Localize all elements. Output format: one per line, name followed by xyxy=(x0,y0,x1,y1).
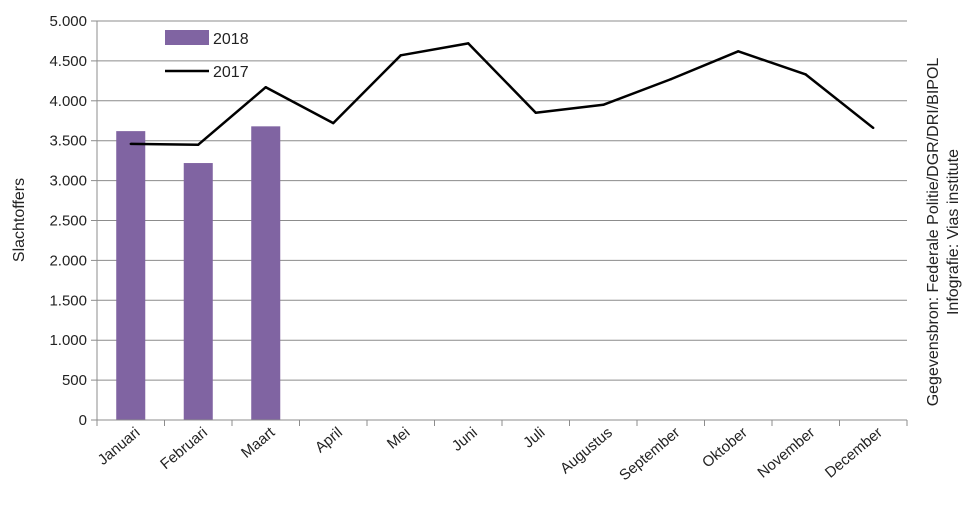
y-tick-label: 0 xyxy=(79,412,87,429)
line-point-september xyxy=(669,78,672,81)
y-tick-label: 4.000 xyxy=(49,93,87,110)
line-point-februari xyxy=(197,143,200,146)
y-tick-label: 500 xyxy=(62,372,87,389)
line-point-juli xyxy=(534,111,537,114)
legend-label-2018: 2018 xyxy=(213,31,249,48)
x-tick-label: Januari xyxy=(95,424,144,469)
legend: 2018 2017 xyxy=(165,30,249,81)
line-point-oktober xyxy=(737,50,740,53)
line-2017 xyxy=(130,42,875,146)
y-tick-label: 3.500 xyxy=(49,133,87,150)
line-point-januari xyxy=(129,142,132,146)
y-tick-label: 3.000 xyxy=(49,173,87,190)
x-tick-label: April xyxy=(312,424,346,456)
y-tick-label: 1.000 xyxy=(49,332,87,349)
x-tick-label: Oktober xyxy=(699,424,751,471)
bar-maart xyxy=(251,126,281,420)
x-tick-label: Juli xyxy=(520,424,548,451)
axes xyxy=(96,21,908,426)
x-tick-label: December xyxy=(822,424,886,482)
bar-januari xyxy=(116,131,146,420)
line-point-december xyxy=(872,126,875,130)
y-tick-label: 1.500 xyxy=(49,292,87,309)
x-tick-label: Mei xyxy=(384,424,413,453)
line-series-2017 xyxy=(129,42,875,146)
x-tick-labels: Januari Februari Maart April Mei Juni Juli Augu… xyxy=(95,424,886,485)
bar-series-2018 xyxy=(116,126,281,420)
x-tick-label: Maart xyxy=(238,424,279,462)
source-credit-line-1: Gegevensbron: Federale Politie/DGR/DRI/B… xyxy=(925,58,942,407)
gridlines xyxy=(91,20,907,421)
x-tick-label: Augustus xyxy=(557,424,616,477)
y-axis-label: Slachtoffers xyxy=(11,178,28,262)
x-tick-label: Februari xyxy=(157,424,211,473)
y-tick-label: 2.000 xyxy=(49,252,87,269)
line-point-november xyxy=(804,73,807,76)
legend-label-2017: 2017 xyxy=(213,64,249,81)
line-point-mei xyxy=(399,54,402,57)
x-tick-label: November xyxy=(754,424,818,482)
legend-swatch-2018 xyxy=(165,30,209,45)
x-tick-label: September xyxy=(616,424,683,484)
source-credit-line-2: Infografie: Vias institute xyxy=(945,149,962,315)
y-tick-labels: 0 500 1.000 1.500 2.000 2.500 3.000 3.500 4.000 4… xyxy=(49,13,87,429)
bar-februari xyxy=(183,163,213,420)
line-point-juni xyxy=(467,42,470,45)
y-tick-label: 5.000 xyxy=(49,13,87,30)
y-tick-label: 4.500 xyxy=(49,53,87,70)
line-point-augustus xyxy=(602,103,605,106)
line-point-april xyxy=(332,121,335,125)
x-tick-label: Juni xyxy=(449,424,481,455)
y-tick-label: 2.500 xyxy=(49,213,87,230)
line-point-maart xyxy=(264,86,267,89)
